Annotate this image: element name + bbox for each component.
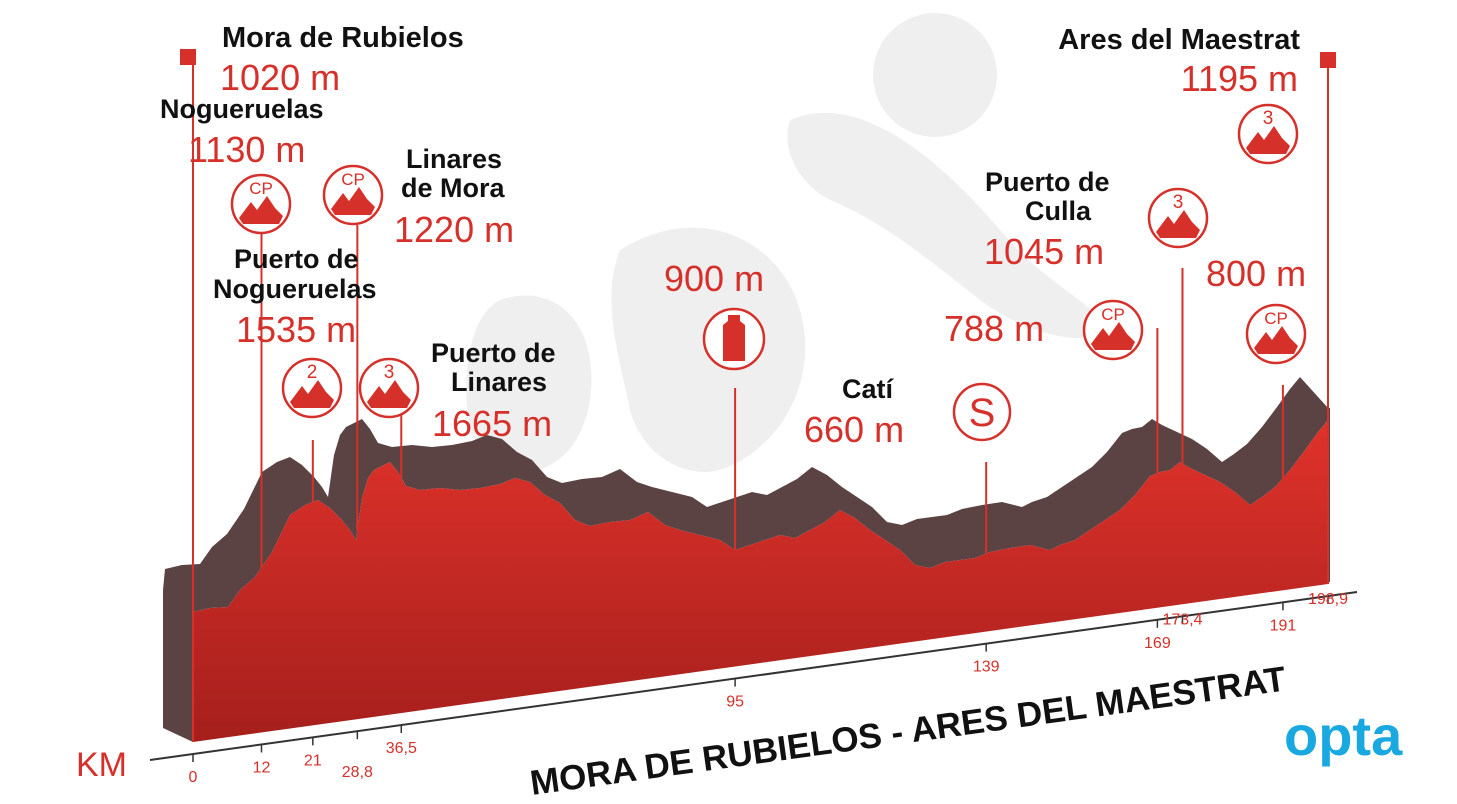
puerto-nogueruelas-name-2: Nogueruelas [213,274,377,304]
cp-mountain-icon-mountain [1091,322,1135,350]
puerto-linares-name-2: Linares [451,367,547,397]
cat2-mountain-icon-badge: 2 [307,362,318,383]
cp-mountain-icon-badge: CP [1101,305,1125,324]
puerto-culla-name-1: Puerto de [985,167,1110,197]
km-tick-label: 21 [304,752,322,769]
watermark-cyclist [466,13,1110,473]
puerto-linares-name-1: Puerto de [431,338,556,368]
profile-top [163,377,1328,612]
cp-mountain-icon-badge: CP [341,170,365,189]
cati-altitude: 660 m [804,409,904,450]
profile-front [193,420,1328,742]
marker-lines [192,57,1329,742]
finish-flag-icon [1320,52,1336,68]
puerto-culla-altitude: 1045 m [984,231,1104,272]
finish-altitude: 1195 m [1181,58,1298,99]
km-tick-label: 12 [253,759,271,776]
cat3-mountain-icon-mountain [1246,126,1290,154]
km-tick-label: 198,9 [1308,591,1348,608]
cat2-mountain-icon-mountain [290,380,334,408]
puerto-nogueruelas-name-1: Puerto de [234,244,359,274]
water-bottle-shape [723,315,745,361]
linares-de-mora-name-1: Linares [406,144,502,174]
km-tick-label: 0 [189,769,198,786]
km-axis-line [149,591,1358,761]
start-altitude: 1020 m [220,57,340,98]
sprint-icon [952,382,1012,442]
km-ticks: 0 12 21 28,8 36,5 95 139 169 173,4 191 198,9 [189,591,1349,786]
linares-de-mora-name-2: de Mora [401,173,506,203]
puerto-nogueruelas-altitude: 1535 m [236,309,356,350]
km-tick-label: 95 [726,694,744,711]
start-flag-icon [180,49,196,65]
cat3-mountain-icon-badge: 3 [1263,108,1274,129]
km-tick-label: 173,4 [1162,611,1202,628]
km-axis-label: KM [76,746,127,784]
cat3-mountain-icon-badge: 3 [384,362,395,383]
start-name: Mora de Rubielos [222,22,464,54]
cat3-mountain-icon-mountain [1156,210,1200,238]
cat3-mountain-icon-badge: 3 [1173,192,1184,213]
km-tick-label: 191 [1270,617,1297,634]
km-tick-label: 169 [1144,635,1171,652]
finish-name: Ares del Maestrat [1058,24,1300,56]
cp-mountain-icon-badge: CP [1264,309,1288,328]
km-tick-label: 139 [973,659,1000,676]
cati-name: Catí [842,374,895,404]
cat3-mountain-icon-mountain [367,380,411,408]
puerto-culla-name-2: Culla [1025,196,1092,226]
cp-788-altitude: 788 m [944,308,1044,349]
linares-de-mora-altitude: 1220 m [394,209,514,250]
cp-mountain-icon-mountain [1254,326,1298,354]
nogueruelas-name: Nogueruelas [160,94,324,124]
cp-mountain-icon-mountain [239,196,283,224]
labels: Mora de Rubielos 1020 m Nogueruelas 1130… [160,22,1306,450]
stage-title: MORA DE RUBIELOS - ARES DEL MAESTRAT [528,660,1288,803]
cp-mountain-icon-mountain [331,187,375,215]
puerto-linares-altitude: 1665 m [432,403,552,444]
sprint-badge: S [969,391,996,435]
km-tick-label: 36,5 [386,740,417,757]
cp-800-altitude: 800 m [1206,253,1306,294]
point-icons: CP 2 CP 3 S CP 3 CP 3 [230,103,1307,442]
opta-logo: opta [1284,704,1403,767]
feed-altitude: 900 m [664,258,764,299]
nogueruelas-altitude: 1130 m [188,129,305,170]
cp-mountain-icon-badge: CP [249,179,273,198]
km-tick-label: 28,8 [342,764,373,781]
